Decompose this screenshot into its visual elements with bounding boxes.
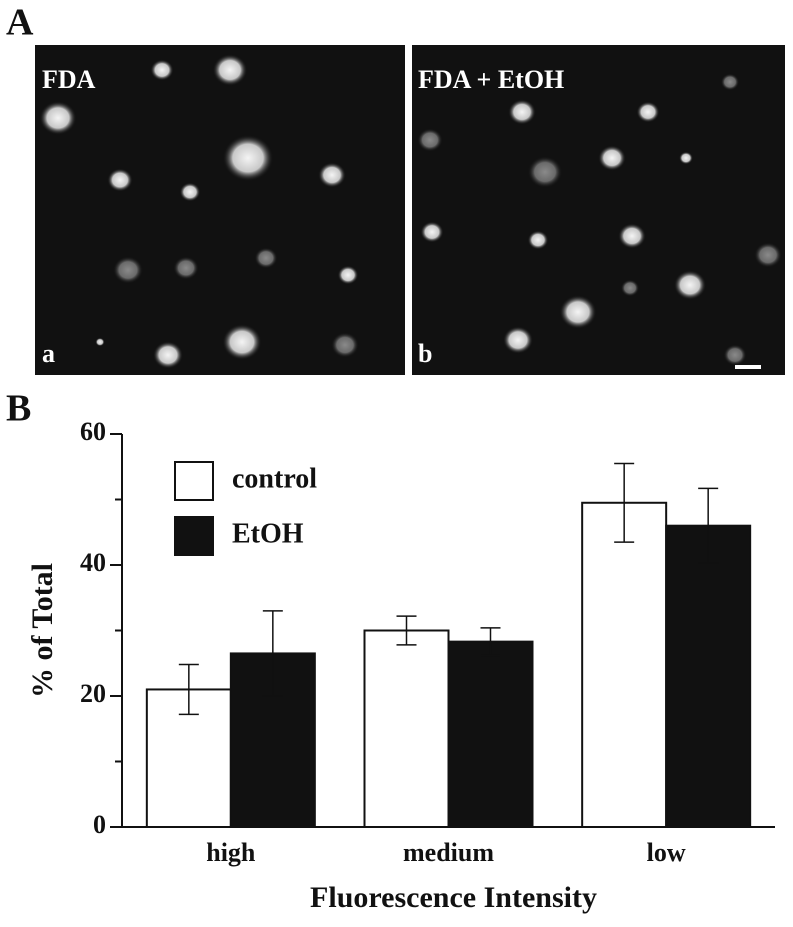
image-label: FDA + EtOH	[418, 65, 564, 94]
cell	[620, 279, 640, 297]
cell	[95, 337, 105, 347]
cell	[150, 59, 174, 81]
cell	[598, 145, 626, 171]
x-axis-label: Fluorescence Intensity	[310, 881, 597, 914]
legend-swatch	[174, 461, 214, 501]
bar	[581, 501, 668, 828]
cell	[508, 99, 536, 125]
micrograph-bg	[412, 45, 785, 375]
cell	[254, 247, 278, 269]
cell	[417, 128, 443, 152]
bar	[665, 524, 752, 828]
legend-label: EtOH	[232, 518, 304, 549]
cell	[503, 326, 533, 354]
cell	[331, 332, 359, 358]
cell	[420, 221, 444, 243]
panel-label: B	[6, 388, 31, 430]
cell	[222, 324, 262, 360]
image-label: FDA	[42, 65, 96, 94]
micrograph	[35, 45, 405, 375]
cell	[318, 162, 346, 188]
x-tick-label: low	[647, 838, 686, 867]
cell	[153, 341, 183, 369]
micrograph-bg	[35, 45, 405, 375]
cell	[113, 256, 143, 284]
scale-bar	[735, 365, 761, 369]
cell	[527, 156, 563, 188]
cell	[527, 230, 549, 250]
cell	[173, 256, 199, 280]
cell	[212, 54, 248, 86]
cell	[222, 134, 274, 182]
cell	[39, 101, 77, 135]
cell	[337, 265, 359, 285]
y-tick-label: 40	[80, 548, 106, 577]
cell	[754, 242, 782, 268]
cell	[720, 73, 740, 91]
bar	[363, 629, 450, 828]
cell	[618, 223, 646, 249]
cell	[559, 295, 597, 329]
y-axis-label: % of Total	[26, 563, 59, 698]
x-tick-label: medium	[403, 838, 494, 867]
x-tick-label: high	[206, 838, 256, 867]
panel-label: A	[6, 2, 34, 44]
cell	[179, 182, 201, 202]
image-sublabel: b	[418, 339, 432, 368]
image-sublabel: a	[42, 339, 55, 368]
cell	[679, 151, 693, 165]
legend-swatch	[174, 516, 214, 556]
cell	[107, 168, 133, 192]
y-tick-label: 20	[80, 679, 106, 708]
cell	[673, 270, 707, 300]
bar	[447, 640, 534, 829]
micrograph	[412, 45, 785, 375]
cell	[636, 101, 660, 123]
cell	[723, 344, 747, 366]
y-tick-label: 0	[93, 810, 106, 839]
legend-label: control	[232, 463, 317, 494]
y-tick-label: 60	[80, 417, 106, 446]
